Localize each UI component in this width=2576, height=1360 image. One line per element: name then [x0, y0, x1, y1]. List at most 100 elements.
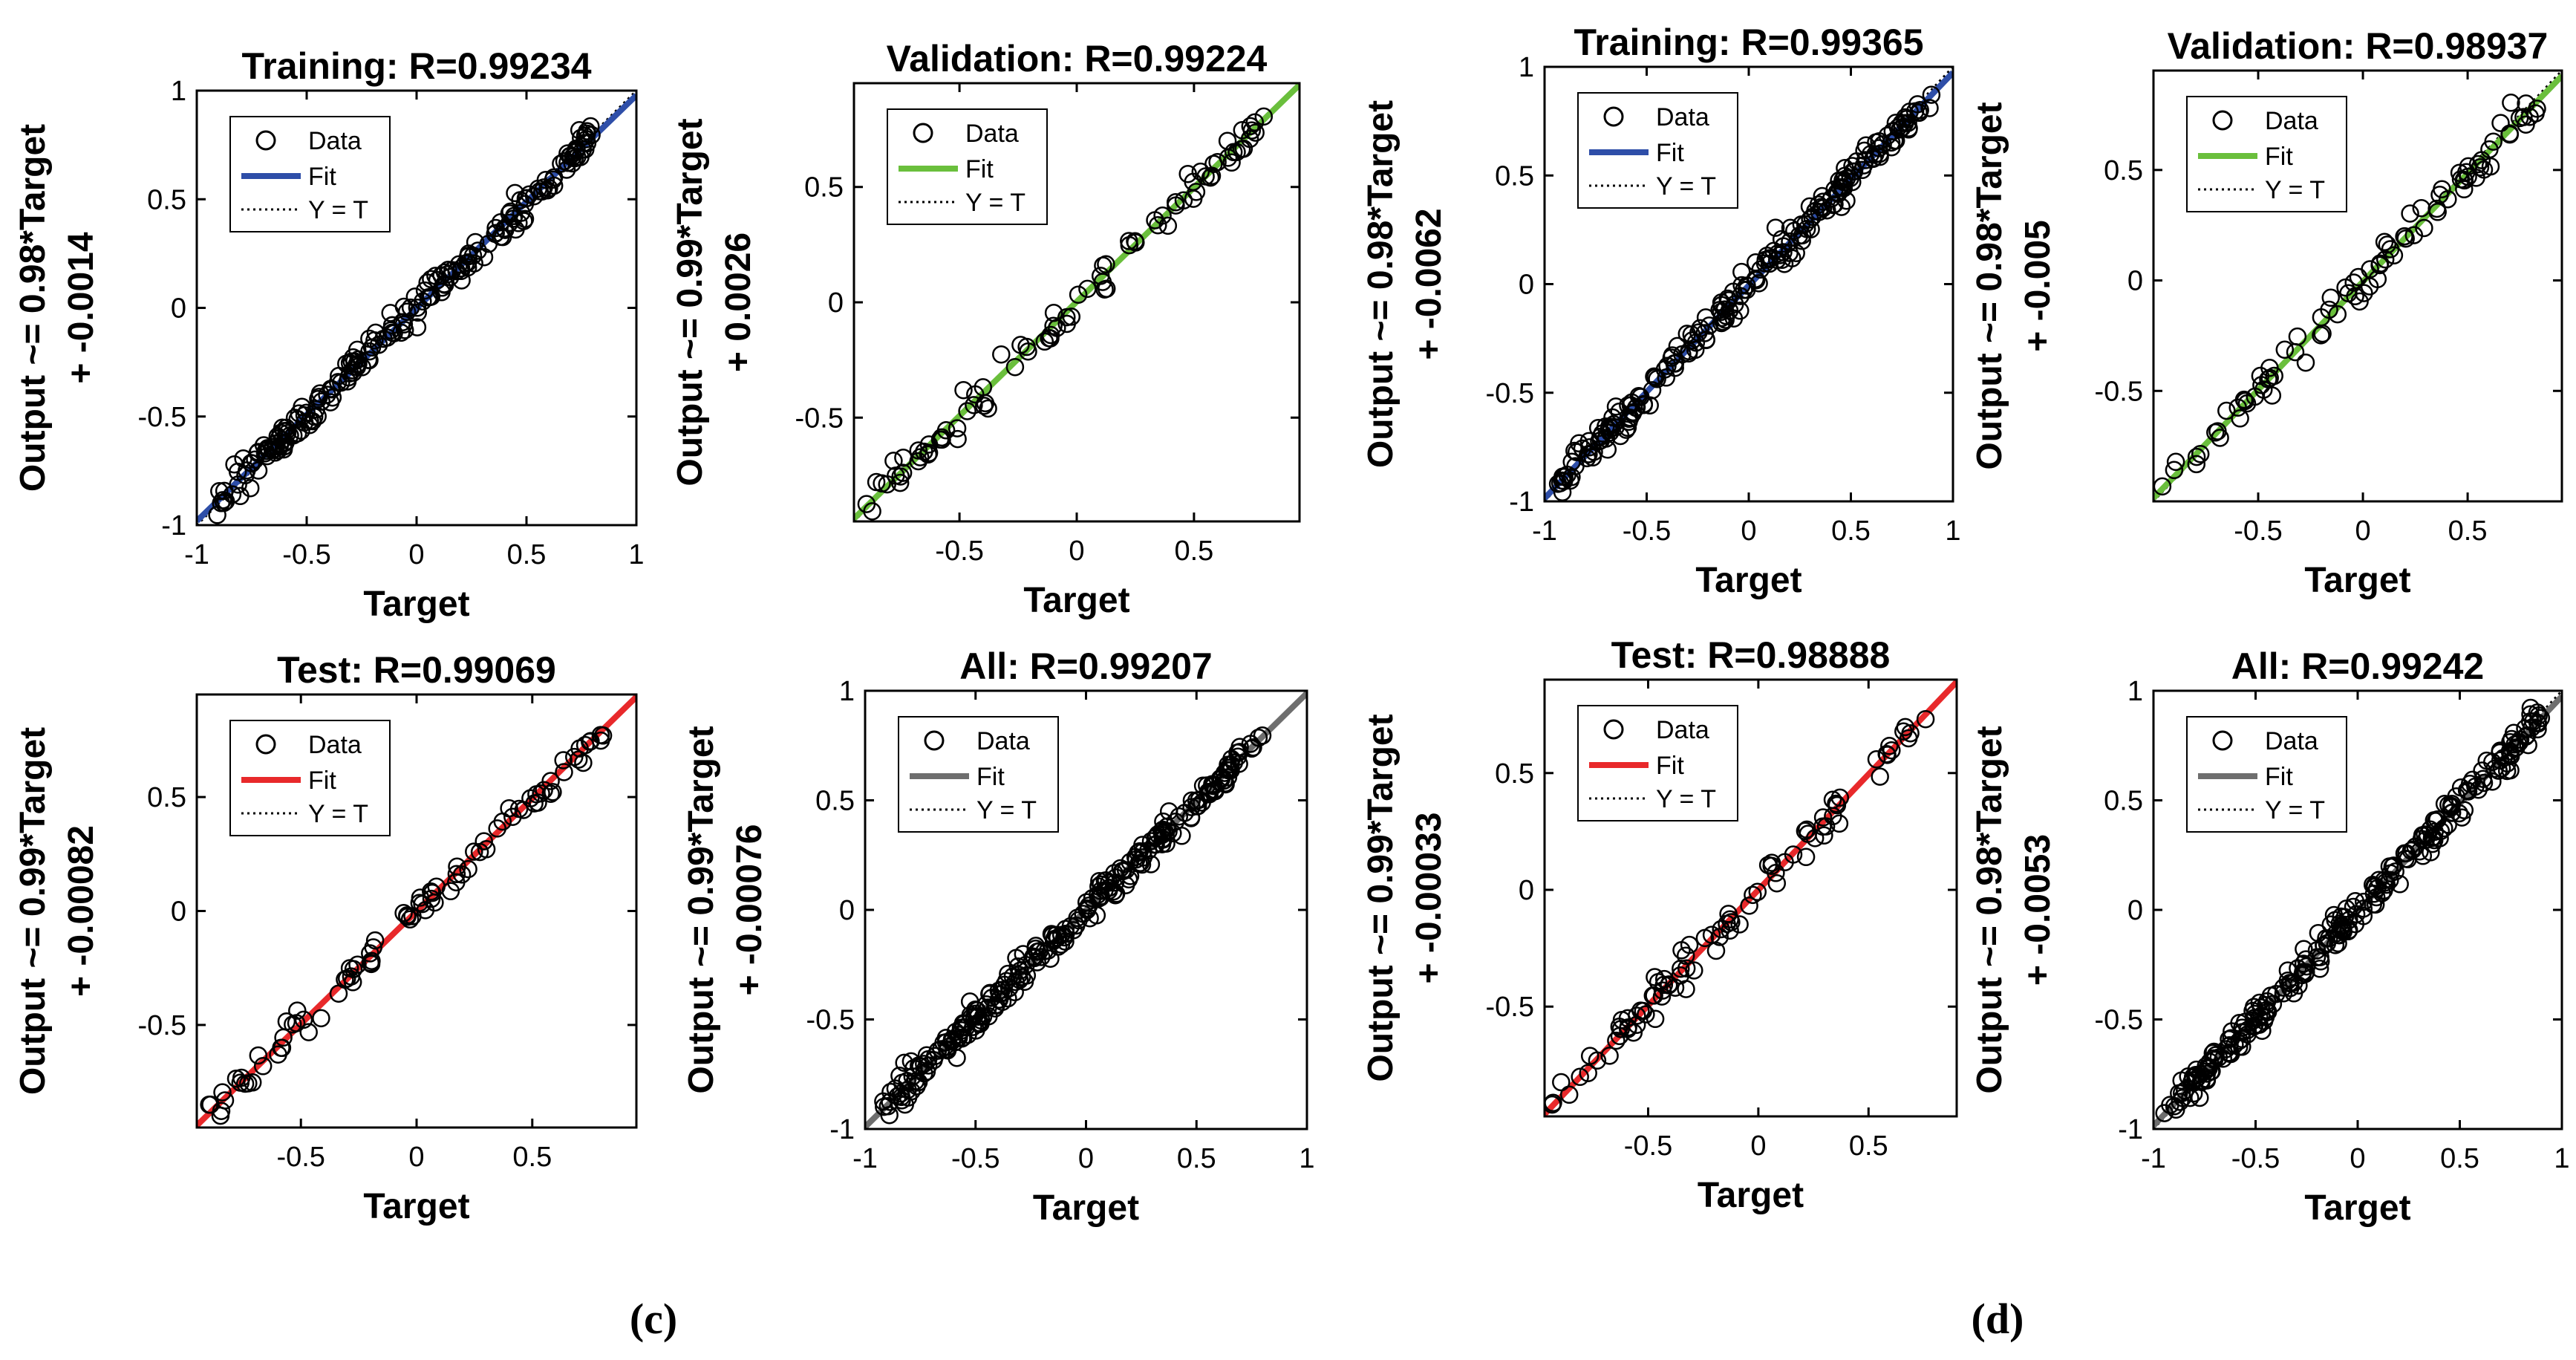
data-point [570, 121, 589, 140]
data-point [1044, 316, 1063, 336]
data-point [1712, 920, 1730, 939]
data-point [1573, 439, 1592, 458]
data-point [1717, 306, 1735, 325]
data-point [906, 1072, 925, 1090]
x-tick-label: 0.5 [1174, 536, 1213, 567]
panel-label-d: (d) [1972, 1295, 2024, 1343]
data-point [2364, 885, 2384, 903]
data-point [2529, 706, 2548, 725]
data-point [2261, 986, 2280, 1005]
data-point [1191, 162, 1210, 181]
y-axis-label-offset: + -0.0053 [2018, 834, 2058, 986]
data-point [2289, 959, 2307, 977]
data-point [2171, 1093, 2189, 1111]
data-point [530, 182, 550, 201]
data-point [2396, 227, 2414, 246]
chart-2: -0.5 0 0.5 -0.5 0 0.5 Validation: R=0.99224 Tar… [671, 38, 1301, 620]
data-point [977, 995, 996, 1014]
data-point [470, 842, 489, 862]
legend-label-identity: Y = T [1656, 172, 1716, 201]
data-point [414, 292, 432, 311]
data-point [439, 261, 457, 279]
data-point [1026, 939, 1045, 958]
x-tick-label: 0.5 [1177, 1143, 1216, 1174]
data-point [1242, 121, 1262, 140]
data-point [2195, 1062, 2214, 1081]
data-point [990, 990, 1009, 1009]
chart-title: Test: R=0.99069 [277, 649, 556, 691]
data-point [1178, 164, 1197, 183]
data-point [2260, 359, 2279, 377]
legend-marker-data [255, 130, 276, 151]
data-point [432, 283, 451, 302]
legend: Data Fit Y = T [887, 108, 1048, 225]
data-point [2474, 773, 2494, 793]
y-tick-label: 1 [839, 676, 855, 707]
chart-title: Validation: R=0.98937 [2168, 25, 2549, 67]
data-point [1097, 871, 1115, 890]
data-point [1730, 915, 1749, 934]
y-tick-label: 0 [171, 293, 186, 325]
data-point [1603, 408, 1622, 427]
data-point [2418, 825, 2437, 845]
data-point [1813, 808, 1833, 827]
data-point [1767, 250, 1787, 270]
data-point [1579, 445, 1597, 463]
data-point [2339, 922, 2358, 941]
x-tick-label: -1 [184, 539, 209, 570]
data-point [1554, 472, 1574, 491]
chart-8: -1 -0.5 0 0.5 1 -1 -0.5 0 0.5 1 All: R=0.99242 Targ… [1970, 645, 2570, 1228]
data-point [1653, 981, 1672, 1000]
x-axis-label: Target [363, 585, 469, 624]
data-point [1824, 195, 1843, 215]
data-point [901, 1052, 921, 1071]
data-point [1214, 771, 1233, 790]
data-point [564, 147, 582, 166]
data-point [1234, 139, 1253, 158]
data-point [447, 865, 466, 884]
data-point [2295, 940, 2313, 959]
data-point [898, 1071, 916, 1090]
data-point [2217, 1040, 2236, 1058]
data-point [1882, 741, 1901, 760]
data-point [488, 819, 506, 838]
data-point [2517, 115, 2535, 134]
data-point [2244, 998, 2263, 1016]
data-point [210, 482, 229, 501]
data-point [253, 1057, 273, 1076]
y-axis-label-offset: + -0.0062 [1409, 208, 1449, 359]
data-point [1848, 152, 1866, 171]
x-axis-label: Target [1695, 561, 1801, 600]
data-point [1078, 279, 1097, 299]
data-point [2220, 1036, 2239, 1055]
data-point [2451, 778, 2471, 797]
data-point [362, 951, 381, 970]
data-point [1677, 959, 1696, 977]
y-axis-label-offset: + 0.0026 [719, 232, 758, 372]
data-point [1648, 370, 1666, 388]
data-point [1712, 293, 1731, 312]
x-tick-label: -0.5 [1623, 515, 1671, 547]
data-point [1646, 368, 1665, 387]
data-point [569, 750, 588, 769]
data-point [408, 299, 427, 317]
data-point [1253, 726, 1272, 745]
data-point [2375, 881, 2393, 900]
chart-6: -0.5 0 0.5 -0.5 0 0.5 Validation: R=0.98937 Tar… [1970, 25, 2563, 600]
data-point [1883, 122, 1902, 141]
x-tick-label: -0.5 [951, 1143, 1000, 1174]
data-point [1208, 152, 1227, 172]
data-point [1097, 279, 1116, 298]
data-point [954, 380, 973, 400]
data-point [884, 452, 903, 470]
y-tick-label: -0.5 [138, 402, 186, 433]
data-points [1548, 85, 1941, 501]
data-point [2346, 287, 2364, 306]
data-point [1813, 198, 1833, 218]
data-point [2528, 713, 2547, 732]
data-point [272, 1038, 290, 1057]
x-tick-label: -1 [2141, 1143, 2166, 1174]
data-point [999, 989, 1017, 1008]
data-point [2187, 455, 2206, 474]
data-point [249, 461, 268, 480]
